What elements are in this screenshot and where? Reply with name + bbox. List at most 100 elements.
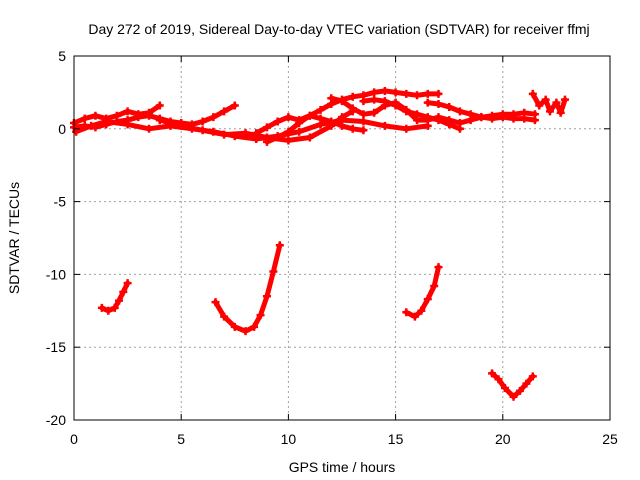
data-point xyxy=(434,263,443,272)
data-point xyxy=(284,113,293,122)
data-point xyxy=(262,123,271,132)
data-point xyxy=(198,117,207,126)
data-point xyxy=(528,89,537,98)
data-point xyxy=(522,379,531,388)
data-point xyxy=(413,91,422,100)
data-point xyxy=(316,114,325,123)
data-point xyxy=(530,110,539,119)
data-point xyxy=(91,111,100,120)
data-point xyxy=(417,306,426,315)
data-point xyxy=(494,375,503,384)
series-arc-10 xyxy=(528,89,569,117)
series-arc-12 xyxy=(211,241,284,336)
plot-frame xyxy=(73,55,611,421)
data-point xyxy=(134,113,143,122)
data-point xyxy=(370,88,379,97)
data-point xyxy=(284,136,293,145)
data-point xyxy=(423,113,432,122)
data-point xyxy=(402,89,411,98)
x-tick-label: 0 xyxy=(70,431,78,447)
series-line xyxy=(71,103,238,130)
data-point xyxy=(252,129,261,138)
data-point xyxy=(87,121,96,130)
data-point xyxy=(220,312,229,321)
data-point xyxy=(230,101,239,110)
y-tick-label: -15 xyxy=(46,339,66,355)
data-point xyxy=(198,126,207,135)
data-point xyxy=(230,322,239,331)
data-point xyxy=(500,383,509,392)
data-point xyxy=(434,89,443,98)
data-point xyxy=(509,110,518,119)
data-point xyxy=(423,295,432,304)
y-axis-label: SDTVAR / TECUs xyxy=(6,182,22,294)
data-point xyxy=(110,303,119,312)
data-point xyxy=(123,107,132,116)
series-layer xyxy=(70,86,569,401)
data-point xyxy=(327,94,336,103)
x-axis-label: GPS time / hours xyxy=(289,459,396,475)
series-arc-6 xyxy=(262,111,368,146)
data-point xyxy=(380,97,389,106)
data-point xyxy=(97,303,106,312)
data-point xyxy=(535,101,544,110)
data-point xyxy=(115,296,124,305)
data-point xyxy=(269,267,278,276)
data-point xyxy=(402,124,411,133)
data-point xyxy=(391,101,400,110)
x-tick-label: 15 xyxy=(388,431,404,447)
data-point xyxy=(545,107,554,116)
data-point xyxy=(402,107,411,116)
data-point xyxy=(338,113,346,122)
data-point xyxy=(145,124,154,133)
data-point xyxy=(262,292,271,301)
data-point xyxy=(155,101,164,110)
series-arc-13 xyxy=(402,263,443,321)
data-point xyxy=(560,95,569,104)
data-point xyxy=(145,111,154,120)
data-point xyxy=(338,121,346,130)
data-point xyxy=(466,110,475,119)
data-point xyxy=(445,102,454,111)
data-point xyxy=(515,386,524,395)
data-point xyxy=(423,98,432,107)
x-tick-label: 20 xyxy=(495,431,511,447)
data-point xyxy=(273,133,282,142)
data-point xyxy=(498,110,507,119)
data-point xyxy=(177,121,186,130)
y-tick-label: 0 xyxy=(58,121,66,137)
data-point xyxy=(410,312,419,321)
y-tick-label: -5 xyxy=(54,194,67,210)
data-point xyxy=(359,97,368,106)
data-point xyxy=(220,107,229,116)
data-point xyxy=(520,108,529,117)
data-point xyxy=(305,111,314,120)
data-point xyxy=(123,120,132,129)
data-point xyxy=(348,92,357,101)
data-point xyxy=(380,121,389,130)
chart-title: Day 272 of 2019, Sidereal Day-to-day VTE… xyxy=(88,21,589,37)
data-point xyxy=(430,282,439,291)
series-line xyxy=(360,97,463,132)
data-point xyxy=(241,129,250,138)
data-point xyxy=(119,287,128,296)
series-line xyxy=(264,113,366,145)
series-arc-8 xyxy=(359,95,464,133)
data-point xyxy=(423,89,432,98)
data-point xyxy=(370,108,379,117)
data-point xyxy=(273,117,282,126)
data-point xyxy=(488,369,497,378)
data-point xyxy=(220,130,229,139)
data-point xyxy=(541,95,550,104)
data-point xyxy=(262,137,271,146)
data-point xyxy=(211,298,220,307)
data-point xyxy=(509,392,518,401)
data-point xyxy=(209,113,218,122)
data-point xyxy=(445,120,454,129)
data-point xyxy=(380,86,389,95)
data-point xyxy=(552,98,561,107)
data-point xyxy=(250,322,259,331)
data-point xyxy=(391,88,400,97)
series-arc-11 xyxy=(97,279,132,315)
